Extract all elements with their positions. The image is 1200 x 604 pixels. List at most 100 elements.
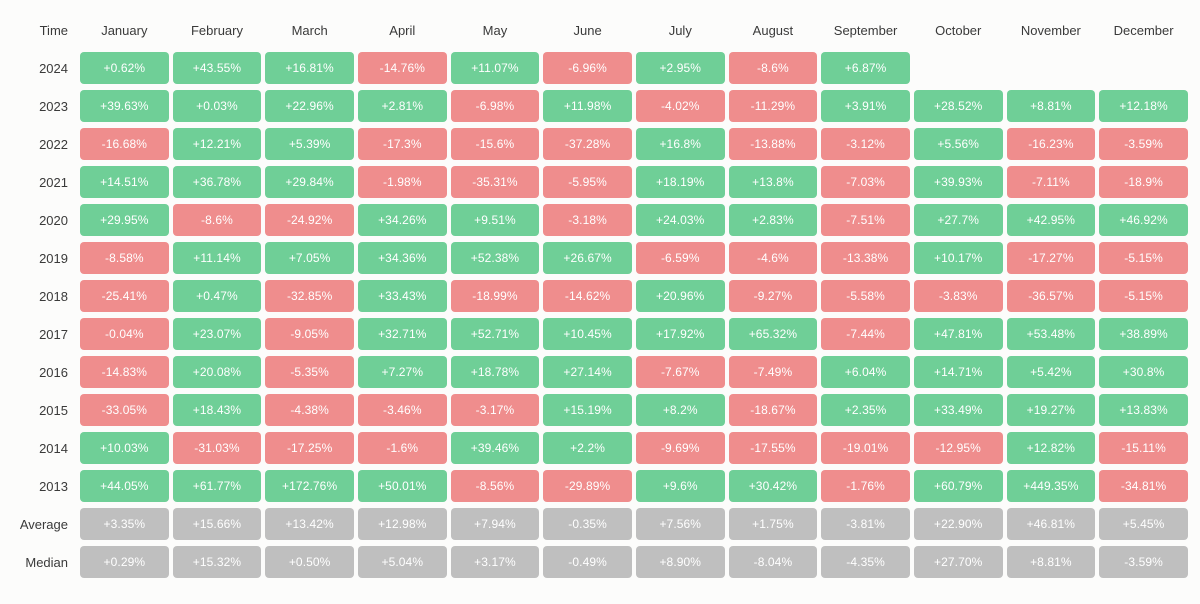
value-cell: -5.15%	[1099, 280, 1188, 312]
value-cell: +5.39%	[265, 128, 354, 160]
value-cell: -15.6%	[451, 128, 540, 160]
value-cell: -0.35%	[543, 508, 632, 540]
value-cell: +0.29%	[80, 546, 169, 578]
table-row: 2013+44.05%+61.77%+172.76%+50.01%-8.56%-…	[12, 470, 1188, 502]
value-cell: -36.57%	[1007, 280, 1096, 312]
value-cell: -17.25%	[265, 432, 354, 464]
value-cell: +38.89%	[1099, 318, 1188, 350]
value-cell: +15.32%	[173, 546, 262, 578]
value-cell: +18.43%	[173, 394, 262, 426]
value-cell: +24.03%	[636, 204, 725, 236]
value-cell: -3.18%	[543, 204, 632, 236]
value-cell: +27.70%	[914, 546, 1003, 578]
value-cell: -5.35%	[265, 356, 354, 388]
value-cell: +20.08%	[173, 356, 262, 388]
month-header: January	[80, 14, 169, 46]
value-cell: -3.46%	[358, 394, 447, 426]
value-cell: +50.01%	[358, 470, 447, 502]
value-cell: -7.44%	[821, 318, 910, 350]
value-cell: +29.84%	[265, 166, 354, 198]
value-cell: +13.8%	[729, 166, 818, 198]
value-cell: -1.6%	[358, 432, 447, 464]
table-row: 2014+10.03%-31.03%-17.25%-1.6%+39.46%+2.…	[12, 432, 1188, 464]
value-cell: -33.05%	[80, 394, 169, 426]
value-cell: -7.49%	[729, 356, 818, 388]
value-cell: -7.11%	[1007, 166, 1096, 198]
value-cell: +47.81%	[914, 318, 1003, 350]
value-cell: -5.58%	[821, 280, 910, 312]
value-cell: +12.18%	[1099, 90, 1188, 122]
row-label: 2013	[12, 470, 76, 502]
value-cell: +16.81%	[265, 52, 354, 84]
row-label: Median	[12, 546, 76, 578]
empty-cell	[1007, 52, 1096, 84]
value-cell: +32.71%	[358, 318, 447, 350]
value-cell: +13.42%	[265, 508, 354, 540]
value-cell: -24.92%	[265, 204, 354, 236]
empty-cell	[914, 52, 1003, 84]
value-cell: -7.51%	[821, 204, 910, 236]
value-cell: -7.03%	[821, 166, 910, 198]
value-cell: +27.14%	[543, 356, 632, 388]
value-cell: -3.59%	[1099, 546, 1188, 578]
value-cell: -34.81%	[1099, 470, 1188, 502]
value-cell: +18.19%	[636, 166, 725, 198]
table-row: 2024+0.62%+43.55%+16.81%-14.76%+11.07%-6…	[12, 52, 1188, 84]
value-cell: +5.42%	[1007, 356, 1096, 388]
header-row: Time January February March April May Ju…	[12, 14, 1188, 46]
table-row: 2018-25.41%+0.47%-32.85%+33.43%-18.99%-1…	[12, 280, 1188, 312]
value-cell: -13.38%	[821, 242, 910, 274]
value-cell: +11.07%	[451, 52, 540, 84]
value-cell: +30.8%	[1099, 356, 1188, 388]
value-cell: -5.15%	[1099, 242, 1188, 274]
value-cell: +46.81%	[1007, 508, 1096, 540]
month-header: March	[265, 14, 354, 46]
value-cell: +3.91%	[821, 90, 910, 122]
value-cell: +46.92%	[1099, 204, 1188, 236]
value-cell: +18.78%	[451, 356, 540, 388]
value-cell: -17.55%	[729, 432, 818, 464]
value-cell: -29.89%	[543, 470, 632, 502]
value-cell: +11.14%	[173, 242, 262, 274]
value-cell: +33.49%	[914, 394, 1003, 426]
value-cell: +26.67%	[543, 242, 632, 274]
value-cell: +0.47%	[173, 280, 262, 312]
value-cell: -1.98%	[358, 166, 447, 198]
row-label: 2014	[12, 432, 76, 464]
value-cell: -6.59%	[636, 242, 725, 274]
value-cell: -16.23%	[1007, 128, 1096, 160]
value-cell: -16.68%	[80, 128, 169, 160]
value-cell: +22.96%	[265, 90, 354, 122]
returns-heatmap-table: Time January February March April May Ju…	[8, 8, 1192, 584]
value-cell: +36.78%	[173, 166, 262, 198]
table-row: 2020+29.95%-8.6%-24.92%+34.26%+9.51%-3.1…	[12, 204, 1188, 236]
value-cell: +34.26%	[358, 204, 447, 236]
value-cell: +7.94%	[451, 508, 540, 540]
value-cell: +3.35%	[80, 508, 169, 540]
value-cell: +61.77%	[173, 470, 262, 502]
value-cell: -14.76%	[358, 52, 447, 84]
value-cell: +11.98%	[543, 90, 632, 122]
value-cell: +14.71%	[914, 356, 1003, 388]
row-label: 2020	[12, 204, 76, 236]
value-cell: +20.96%	[636, 280, 725, 312]
value-cell: -4.38%	[265, 394, 354, 426]
month-header: November	[1007, 14, 1096, 46]
value-cell: -13.88%	[729, 128, 818, 160]
month-header: September	[821, 14, 910, 46]
value-cell: +16.8%	[636, 128, 725, 160]
value-cell: -9.69%	[636, 432, 725, 464]
month-header: April	[358, 14, 447, 46]
row-label: 2019	[12, 242, 76, 274]
value-cell: +15.66%	[173, 508, 262, 540]
value-cell: +29.95%	[80, 204, 169, 236]
value-cell: +8.90%	[636, 546, 725, 578]
value-cell: +7.05%	[265, 242, 354, 274]
value-cell: -4.6%	[729, 242, 818, 274]
value-cell: +12.98%	[358, 508, 447, 540]
month-header: June	[543, 14, 632, 46]
value-cell: -8.04%	[729, 546, 818, 578]
value-cell: -3.17%	[451, 394, 540, 426]
value-cell: +5.45%	[1099, 508, 1188, 540]
value-cell: -17.27%	[1007, 242, 1096, 274]
